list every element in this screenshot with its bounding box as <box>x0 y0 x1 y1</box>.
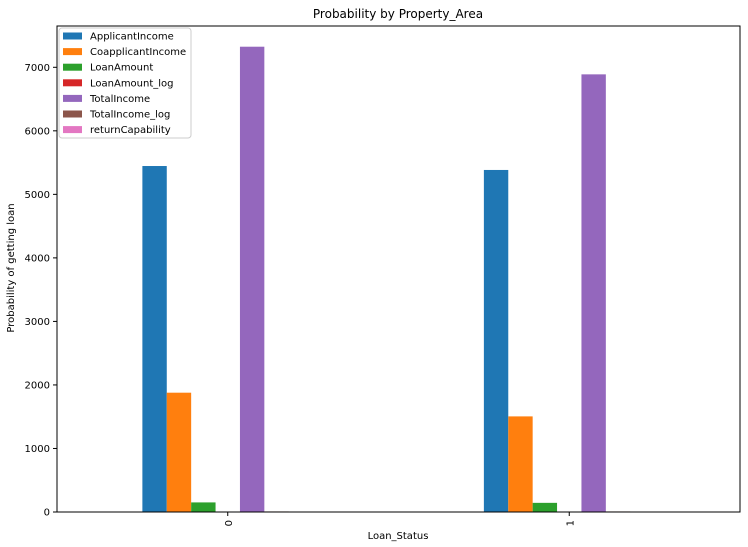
legend-swatch <box>63 63 82 71</box>
legend-items: ApplicantIncome CoapplicantIncome LoanAmou… <box>63 32 186 136</box>
legend-swatch <box>63 32 82 40</box>
legend-swatch <box>63 79 82 87</box>
legend-swatch <box>63 126 82 134</box>
legend-label: TotalIncome <box>89 94 150 105</box>
legend-label: CoapplicantIncome <box>90 47 186 58</box>
x-tick-label: 1 <box>565 520 576 526</box>
y-axis-label: Probability of getting loan <box>6 203 17 332</box>
bar-TotalIncome-0 <box>239 46 265 513</box>
legend-frame <box>58 27 192 139</box>
x-tick-label: 0 <box>224 520 235 526</box>
y-tick-label: 1000 <box>25 444 50 455</box>
bar-LoanAmount-1 <box>532 502 558 512</box>
y-tick-label: 0 <box>44 508 50 519</box>
legend-swatch <box>63 110 82 118</box>
bar-CoapplicantIncome-1 <box>508 416 533 512</box>
plot-area-frame <box>56 25 741 513</box>
bar-group <box>142 46 631 513</box>
bar-LoanAmount-0 <box>191 502 216 512</box>
legend-label: LoanAmount_log <box>90 78 174 89</box>
y-tick-label: 3000 <box>25 317 50 328</box>
y-tick-label: 2000 <box>25 380 50 391</box>
legend-label: TotalIncome_log <box>89 110 170 121</box>
legend-label: returnCapability <box>90 125 171 136</box>
y-tick-label: 4000 <box>25 253 50 264</box>
bar-TotalIncome-1 <box>581 74 606 512</box>
y-tick-label: 5000 <box>25 190 50 201</box>
y-tick-label: 6000 <box>25 126 50 137</box>
y-axis: 0 1000 2000 3000 4000 5000 6000 7000 <box>25 63 57 519</box>
legend-swatch <box>63 48 82 56</box>
legend-swatch <box>63 94 82 102</box>
bar-ApplicantIncome-0 <box>142 166 167 512</box>
legend: ApplicantIncome CoapplicantIncome LoanAmou… <box>58 27 192 139</box>
legend-label: ApplicantIncome <box>90 32 174 43</box>
bar-ApplicantIncome-1 <box>483 169 509 512</box>
x-axis-label: Loan_Status <box>368 531 429 542</box>
legend-label: LoanAmount <box>90 63 153 74</box>
bar-CoapplicantIncome-0 <box>166 392 192 512</box>
chart-title: Probability by Property_Area <box>313 7 483 21</box>
y-tick-label: 7000 <box>25 63 50 74</box>
